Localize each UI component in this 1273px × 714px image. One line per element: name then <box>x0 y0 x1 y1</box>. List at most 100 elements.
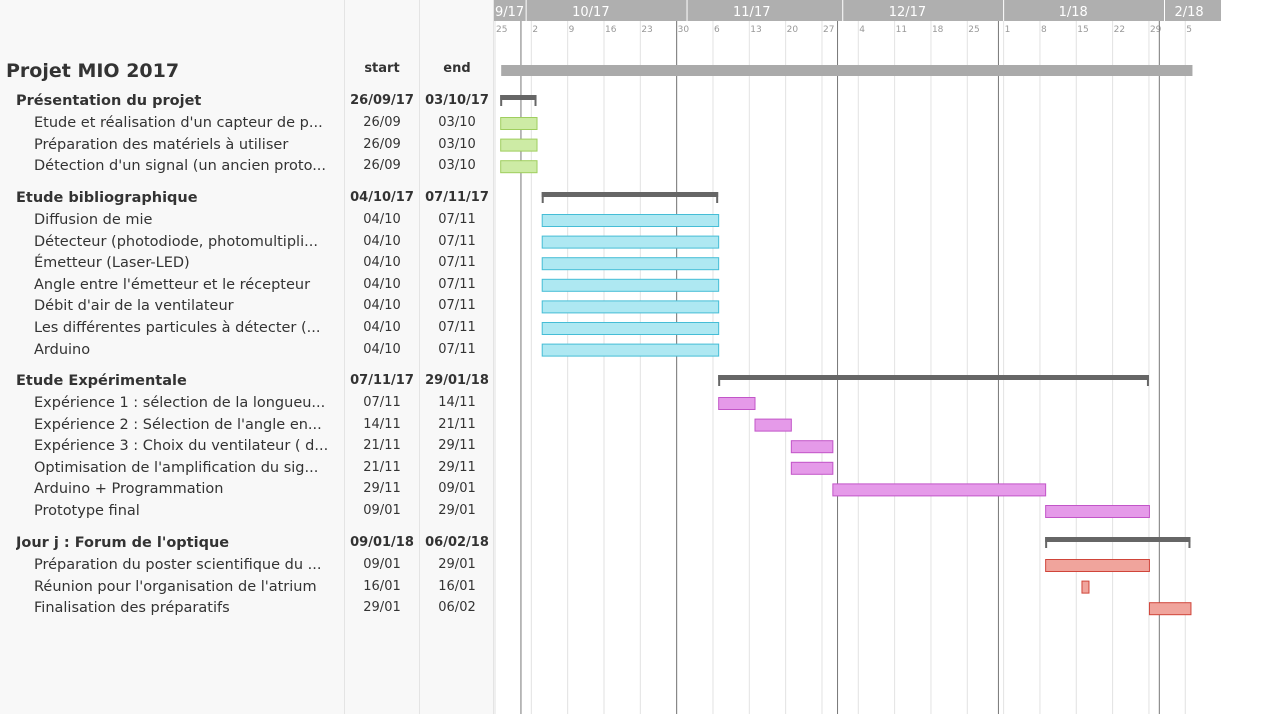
task-start-date: 09/01 <box>363 557 401 572</box>
task-start-date: 04/10 <box>363 276 401 292</box>
group-end-date: 06/02/18 <box>425 535 489 550</box>
task-row[interactable]: Etude et réalisation d'un capteur de p..… <box>0 113 494 133</box>
task-bar[interactable] <box>832 483 1047 497</box>
task-end-date: 07/11 <box>438 320 476 335</box>
task-list-pane: Projet MIO 2017 start end Présentation d… <box>0 0 494 714</box>
task-bar[interactable] <box>541 278 720 292</box>
task-name: Optimisation de l'amplification du sig..… <box>34 459 319 476</box>
task-bar[interactable] <box>541 235 720 249</box>
gantt-svg: 25 2 9 16 23 30 6 13 20 27 4 11 18 25 1 8 15 22 29 59/17 10/… <box>494 0 1221 714</box>
task-row[interactable]: Les différentes particules à détecter (.… <box>0 318 494 338</box>
week-label: 29 <box>1150 25 1162 35</box>
task-row[interactable]: Détecteur (photodiode, photomultipli... 0… <box>0 232 494 252</box>
task-row[interactable]: Préparation du poster scientifique du ..… <box>0 555 494 575</box>
week-label: 2 <box>532 25 538 35</box>
week-label: 5 <box>1186 25 1192 35</box>
task-start-date: 04/10 <box>363 255 401 271</box>
week-label: 4 <box>859 25 865 35</box>
group-row[interactable]: Jour j : Forum de l'optique 09/01/18 06/02… <box>0 533 494 553</box>
month-label: 11/17 <box>733 5 770 20</box>
week-label: 18 <box>932 25 944 35</box>
week-label: 13 <box>750 25 761 35</box>
task-row[interactable]: Prototype final 09/01 29/01 <box>0 501 494 521</box>
week-label: 8 <box>1041 25 1047 35</box>
task-end-date: 14/11 <box>438 395 476 410</box>
task-name: Expérience 2 : Sélection de l'angle en..… <box>34 416 322 433</box>
task-name: Réunion pour l'organisation de l'atrium <box>34 578 317 595</box>
task-bar[interactable] <box>1045 559 1150 572</box>
task-name: Émetteur (Laser-LED) <box>34 255 190 272</box>
group-row[interactable]: Etude bibliographique 04/10/17 07/11/17 <box>0 188 494 208</box>
task-end-date: 07/11 <box>438 341 476 357</box>
task-end-date: 07/11 <box>438 298 476 314</box>
task-name: Etude et réalisation d'un capteur de p..… <box>34 115 323 131</box>
task-start-date: 16/01 <box>363 578 401 594</box>
group-row[interactable]: Etude Expérimentale 07/11/17 29/01/18 <box>0 371 494 391</box>
task-name: Expérience 1 : sélection de la longueu..… <box>34 395 326 411</box>
task-bar[interactable] <box>1148 602 1192 616</box>
group-bar[interactable] <box>718 375 1149 386</box>
task-end-date: 09/01 <box>438 481 476 497</box>
task-bar[interactable] <box>1081 580 1090 594</box>
week-label: 15 <box>1077 25 1088 35</box>
task-start-date: 04/10 <box>363 320 401 335</box>
task-bar[interactable] <box>790 461 834 475</box>
project-bar[interactable] <box>501 65 1193 76</box>
task-bar[interactable] <box>541 257 720 271</box>
task-row[interactable]: Préparation des matériels à utiliser 26/0… <box>0 135 494 155</box>
task-bar[interactable] <box>790 440 834 454</box>
task-bar[interactable] <box>718 397 756 410</box>
task-start-date: 14/11 <box>363 416 401 432</box>
task-name: Détecteur (photodiode, photomultipli... <box>34 233 318 250</box>
task-row[interactable]: Expérience 1 : sélection de la longueu..… <box>0 393 494 413</box>
task-bar[interactable] <box>541 322 720 335</box>
task-row[interactable]: Optimisation de l'amplification du sig..… <box>0 458 494 478</box>
task-row[interactable]: Expérience 2 : Sélection de l'angle en..… <box>0 415 494 435</box>
group-bar[interactable] <box>541 192 719 203</box>
task-row[interactable]: Débit d'air de la ventilateur 04/10 07/11 <box>0 296 494 316</box>
task-end-date: 29/01 <box>438 557 476 572</box>
start-column-header[interactable]: start <box>364 61 400 76</box>
task-row[interactable]: Arduino + Programmation 29/11 09/01 <box>0 479 494 499</box>
task-row[interactable]: Émetteur (Laser-LED) 04/10 07/11 <box>0 253 494 273</box>
end-column-header[interactable]: end <box>443 61 471 76</box>
task-bar[interactable] <box>754 418 792 432</box>
task-bar[interactable] <box>500 138 538 152</box>
task-start-date: 04/10 <box>363 341 401 357</box>
task-row[interactable]: Détection d'un signal (un ancien proto..… <box>0 156 494 176</box>
group-bar[interactable] <box>1045 537 1191 548</box>
task-bar[interactable] <box>541 300 720 314</box>
task-row[interactable]: Réunion pour l'organisation de l'atrium 1… <box>0 577 494 597</box>
month-label: 12/17 <box>889 5 926 20</box>
task-row[interactable]: Expérience 3 : Choix du ventilateur ( d.… <box>0 436 494 456</box>
task-start-date: 26/09 <box>363 115 401 130</box>
task-row[interactable]: Diffusion de mie 04/10 07/11 <box>0 210 494 230</box>
task-name: Arduino + Programmation <box>34 481 224 498</box>
task-bar[interactable] <box>541 214 720 227</box>
task-row[interactable]: Arduino 04/10 07/11 <box>0 340 494 360</box>
task-bar[interactable] <box>1045 505 1150 518</box>
task-row[interactable]: Finalisation des préparatifs 29/01 06/02 <box>0 598 494 618</box>
task-name: Diffusion de mie <box>34 212 153 228</box>
task-end-date: 03/10 <box>438 136 476 152</box>
task-bar[interactable] <box>500 117 538 130</box>
timeline-header <box>494 0 1221 21</box>
task-row[interactable]: Angle entre l'émetteur et le récepteur 04… <box>0 275 494 295</box>
week-label: 27 <box>823 25 834 35</box>
task-name: Expérience 3 : Choix du ventilateur ( d.… <box>34 438 329 455</box>
task-start-date: 26/09 <box>363 136 401 152</box>
project-row[interactable]: Projet MIO 2017 start end <box>0 60 494 82</box>
week-label: 11 <box>896 25 907 35</box>
month-label: 9/17 <box>495 5 524 20</box>
task-bar[interactable] <box>541 343 720 357</box>
task-bar[interactable] <box>500 160 538 174</box>
week-label: 25 <box>496 25 507 35</box>
task-start-date: 09/01 <box>363 503 401 518</box>
group-bar[interactable] <box>500 95 537 106</box>
task-end-date: 29/01 <box>438 503 476 518</box>
week-label: 22 <box>1114 25 1125 35</box>
task-start-date: 21/11 <box>363 459 401 475</box>
task-end-date: 06/02 <box>438 600 476 616</box>
group-row[interactable]: Présentation du projet 26/09/17 03/10/17 <box>0 91 494 111</box>
group-name: Jour j : Forum de l'optique <box>16 535 230 551</box>
